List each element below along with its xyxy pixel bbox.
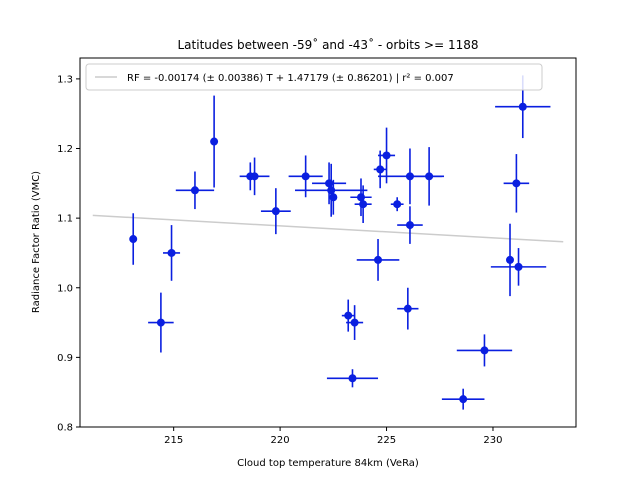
y-tick-label: 1.1 — [57, 214, 73, 225]
data-point — [503, 154, 530, 213]
point-marker — [190, 186, 199, 195]
legend-entry-fit: RF = -0.00174 (± 0.00386) T + 1.47179 (±… — [127, 73, 454, 84]
point-marker — [301, 172, 310, 181]
point-marker — [512, 179, 521, 188]
x-axis-label: Cloud top temperature 84km (VeRa) — [237, 458, 419, 469]
data-point — [341, 299, 355, 332]
point-marker — [405, 221, 414, 230]
data-point — [326, 369, 379, 388]
point-marker — [459, 395, 468, 404]
point-marker — [359, 200, 368, 209]
point-marker — [344, 311, 353, 320]
point-marker — [382, 151, 391, 160]
y-tick-label: 1.3 — [57, 74, 73, 85]
point-marker — [156, 318, 165, 327]
point-marker — [167, 248, 176, 257]
data-point — [148, 292, 174, 353]
point-marker — [376, 165, 385, 174]
x-tick-label: 230 — [483, 435, 502, 446]
data-point — [397, 287, 419, 330]
data-point — [414, 147, 445, 206]
fit-line — [92, 214, 564, 243]
point-marker — [250, 172, 259, 181]
data-point — [397, 206, 423, 244]
x-tick-label: 220 — [271, 435, 290, 446]
y-tick-label: 1.2 — [57, 144, 73, 155]
data-point — [456, 334, 513, 367]
data-point — [163, 225, 181, 281]
y-tick-label: 0.9 — [57, 353, 73, 364]
data-point — [329, 179, 338, 215]
data-point — [378, 127, 396, 184]
point-marker — [506, 255, 515, 264]
y-tick-label: 1.0 — [57, 283, 73, 294]
x-tick-label: 225 — [377, 435, 396, 446]
point-marker — [425, 172, 434, 181]
data-point — [506, 223, 515, 297]
data-point — [441, 388, 485, 410]
point-marker — [374, 255, 383, 264]
data-point — [175, 171, 215, 210]
data-point — [356, 239, 400, 281]
points-layer — [129, 75, 551, 410]
data-point — [378, 148, 442, 205]
data-point — [390, 197, 404, 212]
point-marker — [210, 137, 219, 146]
point-marker — [393, 200, 402, 209]
fit-layer — [92, 214, 564, 243]
point-marker — [514, 262, 523, 271]
data-point — [346, 305, 364, 340]
legend: RF = -0.00174 (± 0.00386) T + 1.47179 (±… — [85, 63, 543, 91]
point-marker — [129, 235, 138, 244]
data-point — [354, 185, 372, 224]
data-point — [490, 248, 547, 286]
point-marker — [271, 207, 280, 216]
point-marker — [405, 172, 414, 181]
point-marker — [403, 304, 412, 313]
legend-box — [85, 63, 543, 91]
data-point — [350, 178, 372, 217]
point-marker — [350, 318, 359, 327]
point-marker — [348, 374, 357, 383]
data-point — [239, 157, 270, 196]
data-point — [312, 162, 347, 205]
x-tick-label: 215 — [164, 435, 183, 446]
point-marker — [480, 346, 489, 355]
point-marker — [518, 102, 527, 111]
data-point — [210, 95, 219, 188]
data-point — [373, 150, 387, 189]
data-point — [260, 188, 291, 235]
y-tick-label: 0.8 — [57, 423, 73, 434]
data-point — [288, 155, 323, 198]
chart-title: Latitudes between -59˚ and -43˚ - orbits… — [178, 37, 479, 52]
y-axis-label: Radiance Factor Ratio (VMC) — [31, 171, 42, 313]
plot-frame — [79, 57, 577, 428]
ticks-layer: 215 220 225 230 0.8 0.9 1.0 1.1 1.2 1.3 — [57, 74, 502, 446]
data-point — [129, 213, 138, 265]
point-marker — [329, 193, 338, 202]
